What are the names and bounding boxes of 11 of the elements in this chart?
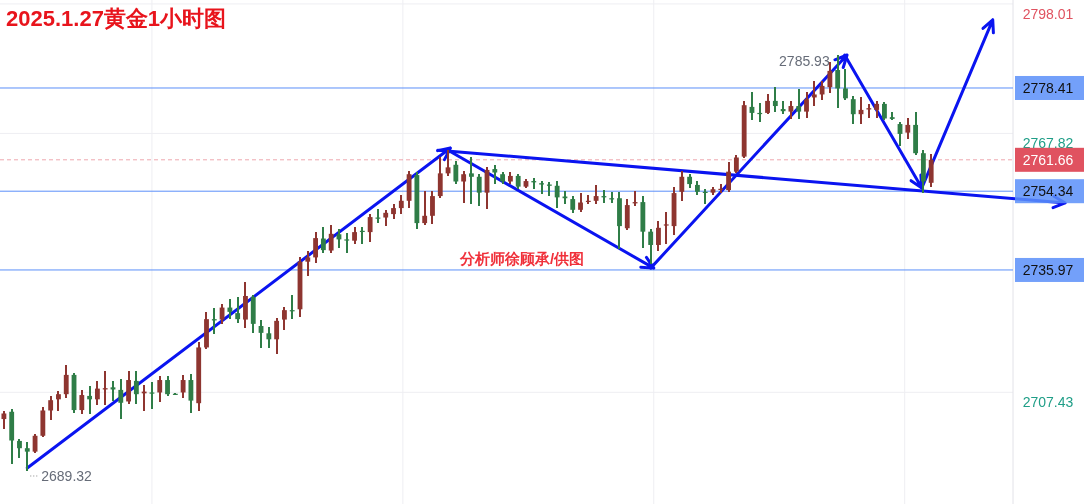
y-tick-label: 2707.43 [1022,394,1074,411]
annotation: 2689.32 [41,468,93,484]
ref-line-label: 2761.66 [1022,151,1074,168]
chart-title: 2025.1.27黄金1小时图 [6,6,227,31]
ref-line-label: 2735.97 [1022,261,1074,278]
y-tick-label: 2767.82 [1022,135,1074,152]
ref-line-label: 2754.34 [1022,182,1074,199]
ref-line-label: 2778.41 [1022,79,1074,96]
y-tick-label: 2798.01 [1022,5,1074,22]
annotation: 分析师徐顾承/供图 [459,250,585,267]
annotation: 2785.93 [779,52,830,69]
